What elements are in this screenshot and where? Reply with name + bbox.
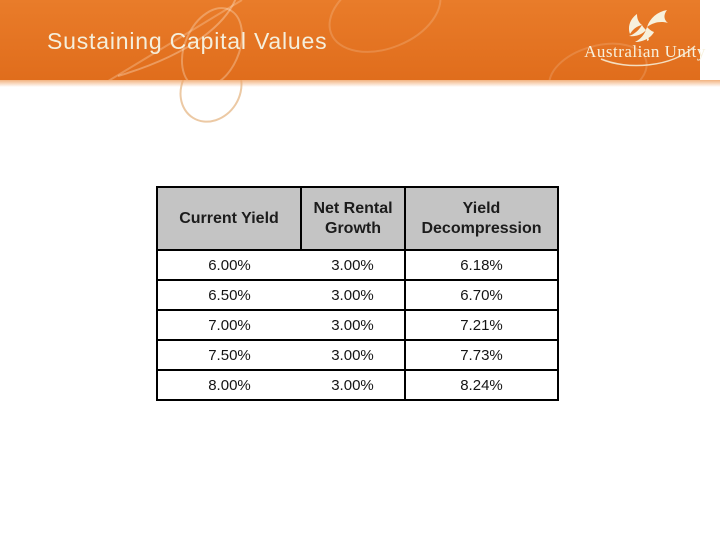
col-header-yield-decompression: Yield Decompression — [404, 186, 559, 251]
cell-net-rental-growth: 3.00% — [301, 249, 406, 281]
cell-yield-decompression: 6.18% — [404, 249, 559, 281]
table-row: 7.00% 3.00% 7.21% — [156, 309, 559, 341]
cell-current-yield: 8.00% — [156, 369, 301, 401]
cell-yield-decompression: 7.73% — [404, 339, 559, 371]
cell-current-yield: 6.50% — [156, 279, 301, 311]
company-logo-text: Australian Unity — [584, 42, 706, 61]
col-header-net-rental-growth: Net Rental Growth — [300, 186, 406, 251]
banner — [0, 0, 700, 80]
cell-net-rental-growth: 3.00% — [301, 369, 406, 401]
table-header-row: Current Yield Net Rental Growth Yield De… — [156, 186, 559, 251]
bird-logo-icon — [628, 10, 668, 42]
table-row: 6.50% 3.00% 6.70% — [156, 279, 559, 311]
table-row: 8.00% 3.00% 8.24% — [156, 369, 559, 401]
banner-bottom-fade — [0, 80, 720, 87]
cell-yield-decompression: 7.21% — [404, 309, 559, 341]
cell-net-rental-growth: 3.00% — [301, 339, 406, 371]
logo-swoosh — [600, 45, 696, 67]
company-logo: Australian Unity — [575, 6, 715, 72]
yield-table: Current Yield Net Rental Growth Yield De… — [156, 186, 559, 401]
yield-table-container: Current Yield Net Rental Growth Yield De… — [156, 186, 559, 401]
cell-current-yield: 6.00% — [156, 249, 301, 281]
cell-current-yield: 7.50% — [156, 339, 301, 371]
table-row: 7.50% 3.00% 7.73% — [156, 339, 559, 371]
swirl-decoration — [107, 0, 648, 80]
cell-net-rental-growth: 3.00% — [301, 309, 406, 341]
cell-current-yield: 7.00% — [156, 309, 301, 341]
cell-yield-decompression: 8.24% — [404, 369, 559, 401]
cell-yield-decompression: 6.70% — [404, 279, 559, 311]
cell-net-rental-growth: 3.00% — [301, 279, 406, 311]
table-row: 6.00% 3.00% 6.18% — [156, 249, 559, 281]
col-header-current-yield: Current Yield — [156, 186, 302, 251]
page-title: Sustaining Capital Values — [47, 28, 328, 54]
